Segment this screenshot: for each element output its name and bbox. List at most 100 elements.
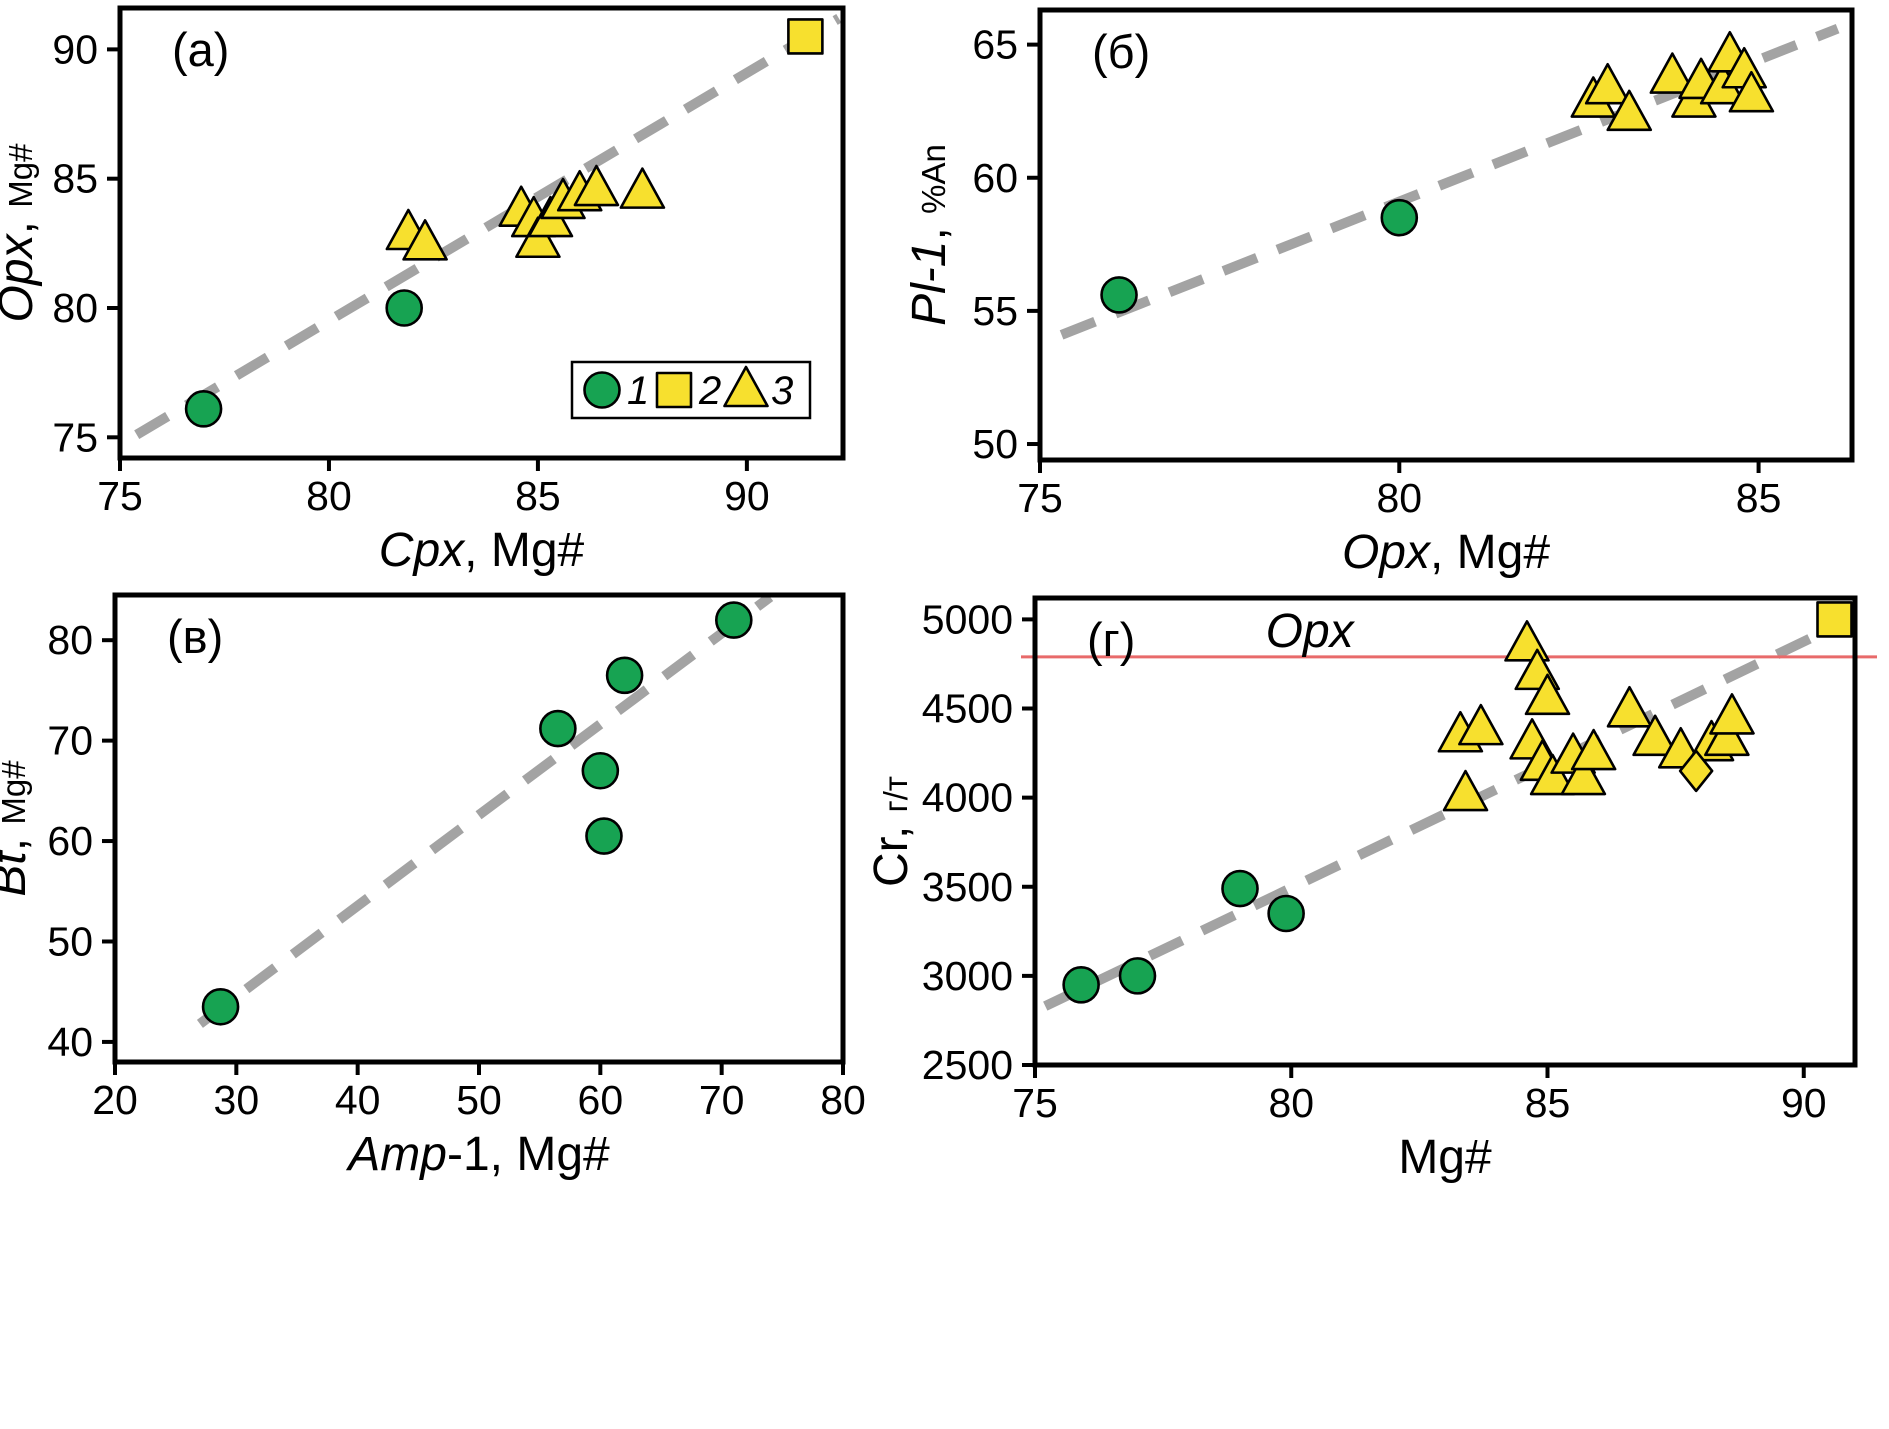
plot-area <box>1035 598 1855 1065</box>
panel-tag: (б) <box>1092 25 1150 78</box>
y-axis-label: Opx, Mg# <box>0 143 43 323</box>
x-tick-label: 30 <box>214 1077 260 1123</box>
y-tick-label: 60 <box>47 818 93 864</box>
x-tick-label: 80 <box>820 1077 866 1123</box>
y-tick-label: 65 <box>972 22 1018 68</box>
x-tick-label: 70 <box>699 1077 745 1123</box>
circle-marker <box>539 709 577 748</box>
triangle-marker <box>1632 714 1678 757</box>
chart-panel-c: 20 30 40 50 60 70 80 40 50 60 70 80 (в) Amp-1, Mg# Bt,… <box>0 592 866 1181</box>
circle-marker <box>1380 198 1419 237</box>
circle-marker <box>201 987 240 1026</box>
y-tick-label: 4500 <box>922 686 1013 732</box>
trend-line <box>1043 614 1853 1011</box>
circle-marker <box>184 390 223 428</box>
y-axis-label: Bt, Mg# <box>0 760 36 897</box>
plot-border <box>112 592 846 1065</box>
triangle-marker <box>723 365 769 408</box>
chart-panel-d: 75 80 85 90 2500 3000 3500 4000 4500 5000 Opx (г) Mg… <box>865 595 1877 1184</box>
plot-border <box>117 5 846 461</box>
square-marker <box>787 18 824 55</box>
y-tick-label: 40 <box>47 1019 93 1065</box>
triangle-marker <box>573 164 620 207</box>
y-tick-label: 80 <box>52 285 98 331</box>
triangle-marker <box>1570 728 1617 771</box>
circle-marker <box>1062 965 1100 1004</box>
y-tick-label: 50 <box>47 918 93 964</box>
triangle-marker <box>1606 685 1653 728</box>
triangle-marker <box>1529 753 1576 796</box>
circle-marker <box>605 656 644 695</box>
plot-area <box>115 595 843 1062</box>
circle-marker <box>583 371 621 409</box>
triangle-marker <box>619 167 666 209</box>
chart-panel-a: 75 80 85 90 75 80 85 90 (а) Cpx, Mg# Opx, Mg# 1 2 3 <box>0 5 846 577</box>
x-axis-label: Amp-1, Mg# <box>345 1128 610 1181</box>
plot-border <box>1037 7 1855 463</box>
triangle-marker <box>1458 703 1504 746</box>
x-tick-label: 40 <box>335 1077 381 1123</box>
y-tick-label: 3500 <box>922 864 1013 910</box>
triangle-marker <box>402 219 448 261</box>
x-axis-label: Opx, Mg# <box>1342 526 1550 579</box>
y-tick-label: 5000 <box>922 596 1013 642</box>
triangle-marker <box>1560 753 1607 796</box>
circle-marker <box>385 289 423 327</box>
triangle-marker <box>1606 89 1653 132</box>
x-tick-label: 80 <box>1268 1080 1314 1126</box>
y-tick-label: 50 <box>972 421 1018 467</box>
x-tick-label: 50 <box>456 1077 502 1123</box>
diamond-marker <box>1678 749 1714 793</box>
x-tick-label: 80 <box>306 473 352 519</box>
x-tick-label: 75 <box>1017 475 1063 521</box>
x-tick-label: 80 <box>1376 475 1422 521</box>
y-tick-label: 3000 <box>922 953 1013 999</box>
y-tick-label: 60 <box>972 155 1018 201</box>
y-tick-label: 4000 <box>922 775 1013 821</box>
trend-line <box>134 14 842 440</box>
square-marker <box>655 371 693 409</box>
panel-tag: (а) <box>172 23 229 76</box>
x-axis-label: Mg# <box>1398 1131 1492 1184</box>
x-tick-label: 75 <box>1012 1080 1058 1126</box>
x-tick-label: 90 <box>1781 1080 1827 1126</box>
circle-marker <box>1118 957 1157 995</box>
triangle-marker <box>1704 714 1750 757</box>
circle-marker <box>581 751 620 790</box>
trend-line <box>196 595 774 1028</box>
y-tick-label: 80 <box>47 617 93 663</box>
legend-item-label: 3 <box>771 369 793 413</box>
triangle-marker <box>1442 769 1489 812</box>
panel-tag: (г) <box>1087 613 1135 666</box>
triangle-marker <box>1728 70 1775 113</box>
x-tick-label: 60 <box>578 1077 624 1123</box>
plot-border <box>1032 595 1858 1068</box>
circle-marker <box>714 601 753 639</box>
circle-marker <box>585 817 623 855</box>
circle-marker <box>1100 276 1138 314</box>
triangle-marker <box>1649 52 1696 94</box>
y-tick-label: 85 <box>52 156 98 202</box>
x-tick-label: 20 <box>92 1077 138 1123</box>
square-marker <box>1816 601 1853 638</box>
y-tick-label: 75 <box>52 414 98 460</box>
legend-item-label: 1 <box>627 369 649 413</box>
y-axis-label: Cr, г/т <box>865 776 918 887</box>
x-tick-label: 75 <box>97 473 143 519</box>
circle-marker <box>1267 894 1305 933</box>
y-tick-label: 2500 <box>922 1042 1013 1088</box>
triangle-marker <box>1524 673 1571 716</box>
x-tick-label: 85 <box>1525 1080 1571 1126</box>
panel-tag: (в) <box>167 610 223 663</box>
trend-line <box>1059 23 1840 340</box>
x-axis-label: Cpx, Mg# <box>379 524 585 577</box>
x-tick-label: 85 <box>1736 475 1782 521</box>
x-tick-label: 90 <box>724 473 770 519</box>
triangle-marker <box>1709 693 1755 735</box>
y-tick-label: 90 <box>52 26 98 72</box>
y-tick-label: 55 <box>972 288 1018 334</box>
x-tick-label: 85 <box>515 473 561 519</box>
circle-marker <box>1221 869 1259 908</box>
legend-item-label: 2 <box>698 369 721 413</box>
